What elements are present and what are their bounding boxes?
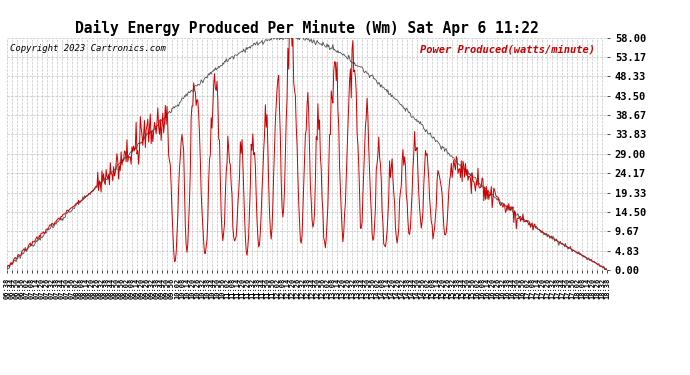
Text: Copyright 2023 Cartronics.com: Copyright 2023 Cartronics.com <box>10 45 166 54</box>
Text: Power Produced(watts/minute): Power Produced(watts/minute) <box>420 45 595 54</box>
Title: Daily Energy Produced Per Minute (Wm) Sat Apr 6 11:22: Daily Energy Produced Per Minute (Wm) Sa… <box>75 20 539 36</box>
